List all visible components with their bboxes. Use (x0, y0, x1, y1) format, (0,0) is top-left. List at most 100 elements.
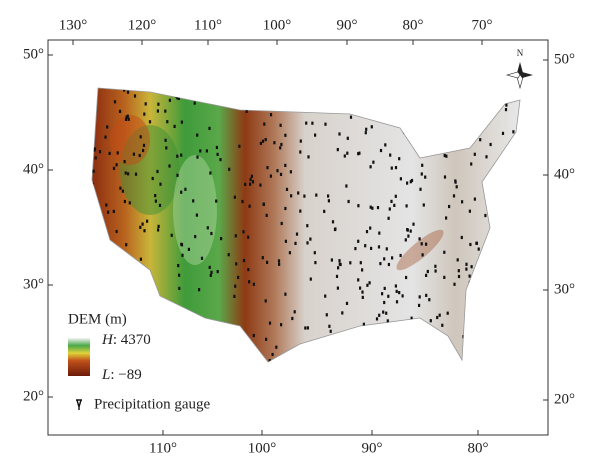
gauge-point (507, 94, 510, 99)
top-axis-label: 110° (194, 17, 222, 33)
gauge-point (498, 278, 501, 282)
gauge-point (284, 239, 287, 243)
gauge-point (233, 195, 236, 199)
gauge-point (238, 144, 241, 148)
gauge-point (119, 186, 122, 190)
gauge-point (419, 187, 422, 191)
gauge-point (210, 231, 213, 236)
gauge-point (324, 294, 327, 298)
gauge-point (245, 109, 248, 113)
gauge-point (403, 130, 406, 134)
gauge-point (468, 209, 471, 213)
gauge-point (171, 354, 174, 358)
gauge-point (441, 323, 444, 327)
gauge-point (445, 216, 448, 220)
gauge-point (421, 253, 424, 257)
gauge-point (330, 258, 333, 262)
gauge-point (443, 275, 446, 279)
gauge-point (118, 109, 122, 113)
gauge-point (365, 230, 369, 234)
gauge-point (266, 260, 269, 264)
gauge-point (410, 316, 413, 320)
gauge-point (118, 287, 121, 291)
gauge-point (438, 313, 441, 317)
gauge-point (393, 203, 396, 207)
gauge-point (293, 310, 296, 314)
gauge-point (144, 348, 147, 353)
gauge-point (208, 126, 211, 130)
gauge-point (457, 359, 460, 362)
gauge-point (390, 199, 393, 203)
gauge-point (120, 255, 123, 259)
gauge-point (215, 145, 218, 150)
gauge-point (266, 166, 269, 170)
gauge-point (275, 345, 278, 349)
gauge-point (228, 167, 231, 171)
gauge-point (307, 155, 310, 159)
gauge-point (365, 127, 368, 131)
gauge-point (291, 316, 294, 321)
gauge-point (200, 330, 203, 334)
gauge-point (385, 247, 388, 251)
gauge-point (470, 124, 473, 128)
gauge-point (388, 207, 391, 211)
gauge-point (305, 121, 308, 125)
bottom-axis-label: 80° (468, 440, 489, 456)
gauge-point (168, 98, 171, 102)
gauge-point (249, 177, 252, 182)
gauge-point (164, 138, 167, 142)
gauge-point (294, 241, 297, 245)
gauge-point (265, 213, 268, 217)
gauge-point (247, 235, 250, 239)
gauge-point (465, 132, 468, 136)
gauge-point (394, 194, 397, 198)
gauge-point (148, 120, 152, 124)
gauge-point (439, 135, 442, 139)
gauge-point (328, 324, 331, 328)
gauge-point (235, 262, 238, 266)
gauge-point (477, 247, 480, 251)
gauge-point (514, 172, 517, 176)
gauge-point (436, 315, 439, 320)
gauge-point (474, 332, 477, 337)
left-axis-label: 40° (23, 161, 44, 177)
gauge-point (245, 355, 249, 359)
gauge-point (138, 313, 141, 317)
gauge-point (366, 283, 369, 287)
gauge-point (434, 90, 437, 94)
gauge-point (173, 124, 176, 128)
gauge-point (170, 354, 174, 358)
gauge-point (375, 317, 379, 321)
gauge-point (331, 220, 335, 224)
gauge-point (377, 245, 381, 249)
top-axis-label: 130° (59, 17, 88, 33)
gauge-point (397, 357, 400, 361)
gauge-point (134, 172, 138, 176)
gauge-point (314, 133, 317, 137)
gauge-point (92, 89, 94, 93)
gauge-point (130, 261, 133, 265)
gauge-point (199, 149, 202, 153)
gauge-point (259, 141, 262, 145)
gauge-point (461, 200, 464, 204)
axis-ticks (48, 40, 548, 435)
gauge-point (486, 299, 489, 303)
gauge-point (337, 266, 340, 270)
gauge-point (284, 206, 287, 211)
gauge-point (480, 347, 483, 352)
gauge-point (434, 269, 437, 273)
gauge-point (428, 298, 431, 302)
gauge-point (180, 153, 183, 157)
gauge-point (371, 206, 374, 210)
gauge-point (92, 341, 93, 345)
gauge-point (323, 209, 326, 213)
gauge-point (291, 358, 295, 362)
gauge-point (505, 238, 508, 242)
gauge-point (187, 247, 190, 251)
gauge-point (277, 259, 281, 263)
gauge-point (453, 282, 456, 286)
gauge-point (354, 247, 357, 251)
gauge-point (454, 180, 457, 184)
gauge-point (216, 270, 219, 274)
gauge-point (384, 143, 387, 147)
